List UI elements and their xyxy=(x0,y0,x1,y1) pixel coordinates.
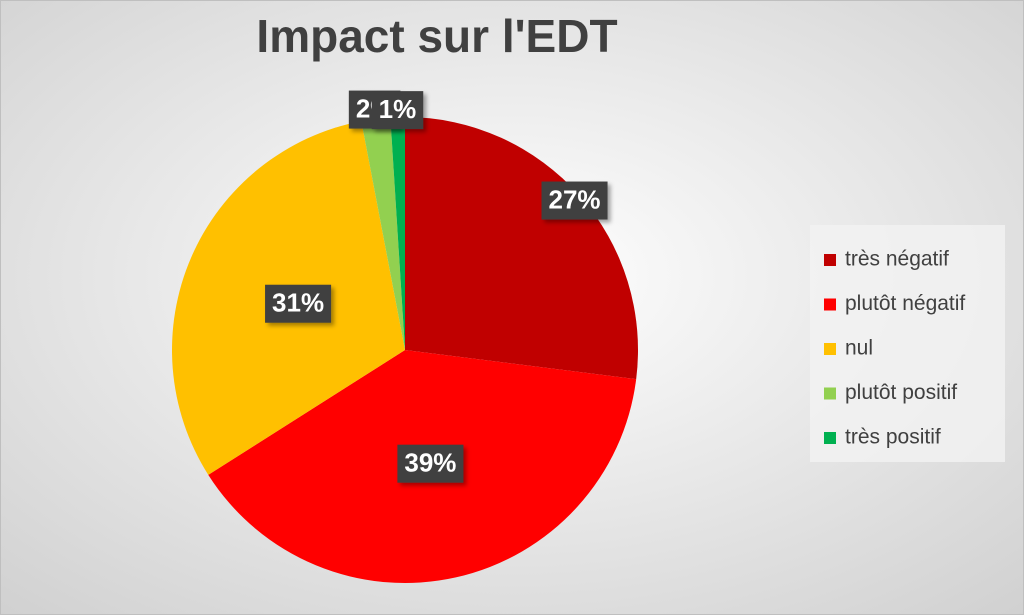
data-label-box xyxy=(371,91,424,130)
data-label-text: 1% xyxy=(379,94,417,124)
legend-label: plutôt positif xyxy=(845,381,957,404)
legend-swatch xyxy=(824,343,836,355)
data-label: 27% xyxy=(541,181,608,220)
data-label: 31% xyxy=(265,284,332,323)
data-label-text: 31% xyxy=(272,288,324,318)
legend-swatch xyxy=(824,432,836,444)
data-label: 1% xyxy=(371,91,424,130)
legend-swatch xyxy=(824,387,836,400)
legend-label: plutôt négatif xyxy=(845,292,965,315)
data-label: 39% xyxy=(397,444,464,483)
data-label-box xyxy=(397,444,464,483)
data-label-text: 39% xyxy=(404,448,456,478)
data-label-text: 27% xyxy=(549,184,601,214)
pie-slice xyxy=(390,117,405,350)
legend-label: très positif xyxy=(845,426,941,449)
legend-swatch xyxy=(824,254,836,266)
legend-box xyxy=(810,225,1005,462)
data-label-box xyxy=(541,181,608,220)
data-label-box xyxy=(265,284,332,323)
data-labels: 27%39%31%2%1% xyxy=(265,90,608,483)
chart-title: Impact sur l'EDT xyxy=(256,10,617,62)
pie-slice xyxy=(405,117,638,380)
legend-swatch xyxy=(824,298,836,311)
legend-label: nul xyxy=(845,337,873,360)
legend-label: très négatif xyxy=(845,248,949,271)
legend: très négatif plutôt négatif nul plutôt posi… xyxy=(824,248,965,449)
pie-slice xyxy=(361,117,405,350)
